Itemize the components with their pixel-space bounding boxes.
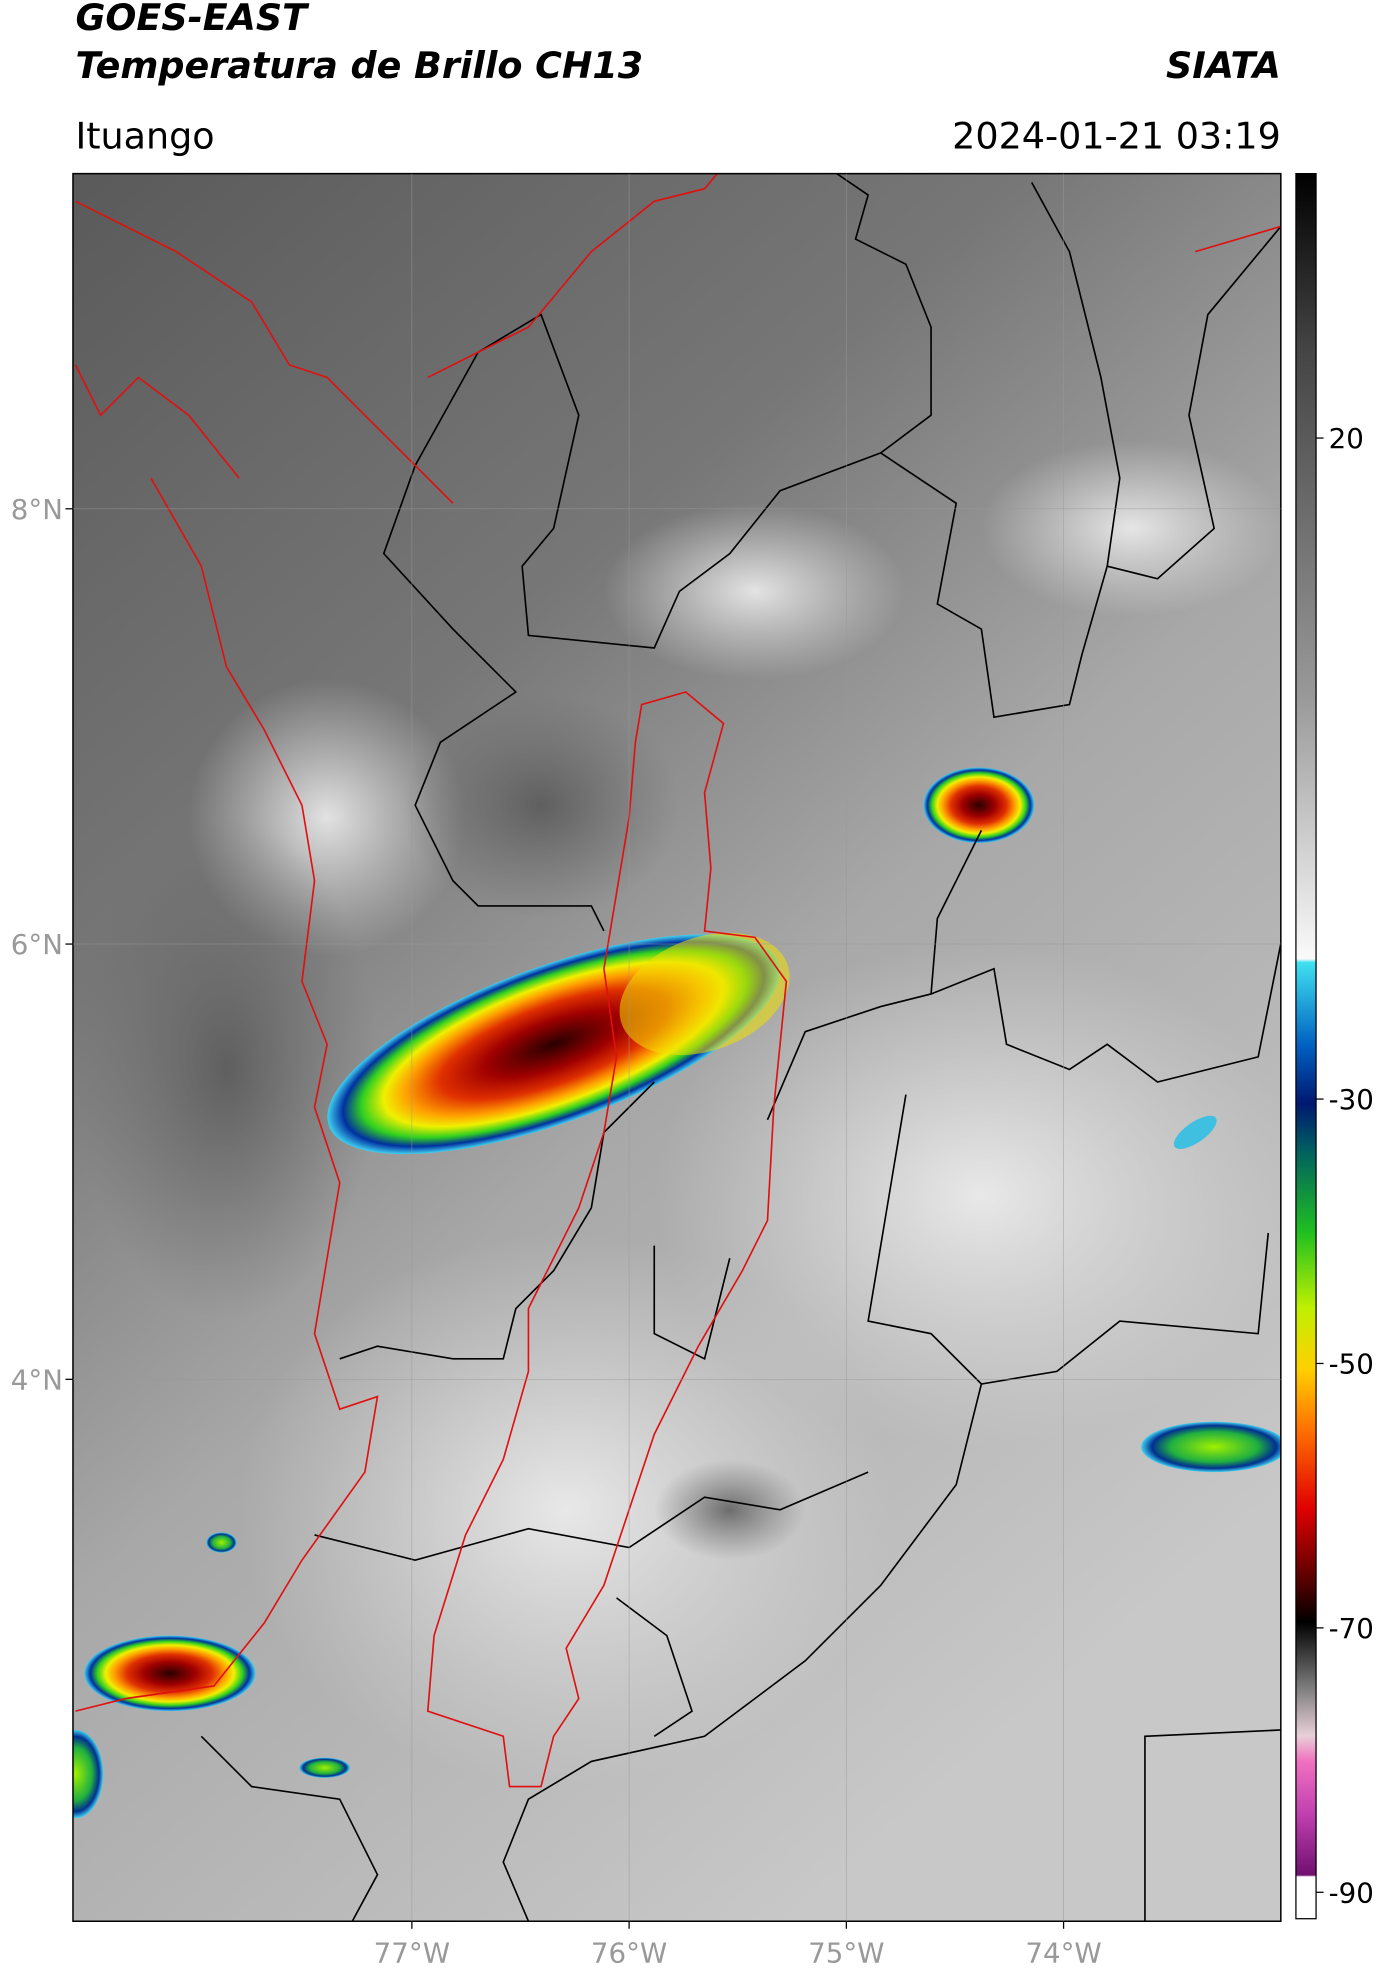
- colorbar-tick-label: -70: [1329, 1612, 1374, 1645]
- lat-tick-label: 6°N: [11, 928, 63, 961]
- lon-tick-label: 77°W: [374, 1937, 450, 1970]
- source: SIATA: [1166, 44, 1281, 87]
- colorbar-tick-label: -50: [1329, 1348, 1374, 1381]
- location: Ituango: [75, 114, 214, 157]
- timestamp: 2024-01-21 03:19: [952, 114, 1281, 157]
- map-frame: [72, 172, 1282, 1922]
- lat-tick-label: 8°N: [11, 493, 63, 526]
- lat-tick-label: 4°N: [11, 1363, 63, 1396]
- colorbar-tick-label: -90: [1329, 1876, 1374, 1909]
- colorbar-tick-label: -30: [1329, 1083, 1374, 1116]
- colorbar-tick-label: 20: [1329, 422, 1364, 455]
- subtitle: Temperatura de Brillo CH13: [75, 44, 643, 87]
- title: GOES-EAST: [75, 0, 310, 39]
- map-image: [72, 173, 1281, 1922]
- lon-tick-label: 76°W: [591, 1937, 667, 1970]
- lon-tick-label: 75°W: [808, 1937, 884, 1970]
- lon-tick-label: 74°W: [1025, 1937, 1101, 1970]
- colorbar: [1295, 172, 1317, 1920]
